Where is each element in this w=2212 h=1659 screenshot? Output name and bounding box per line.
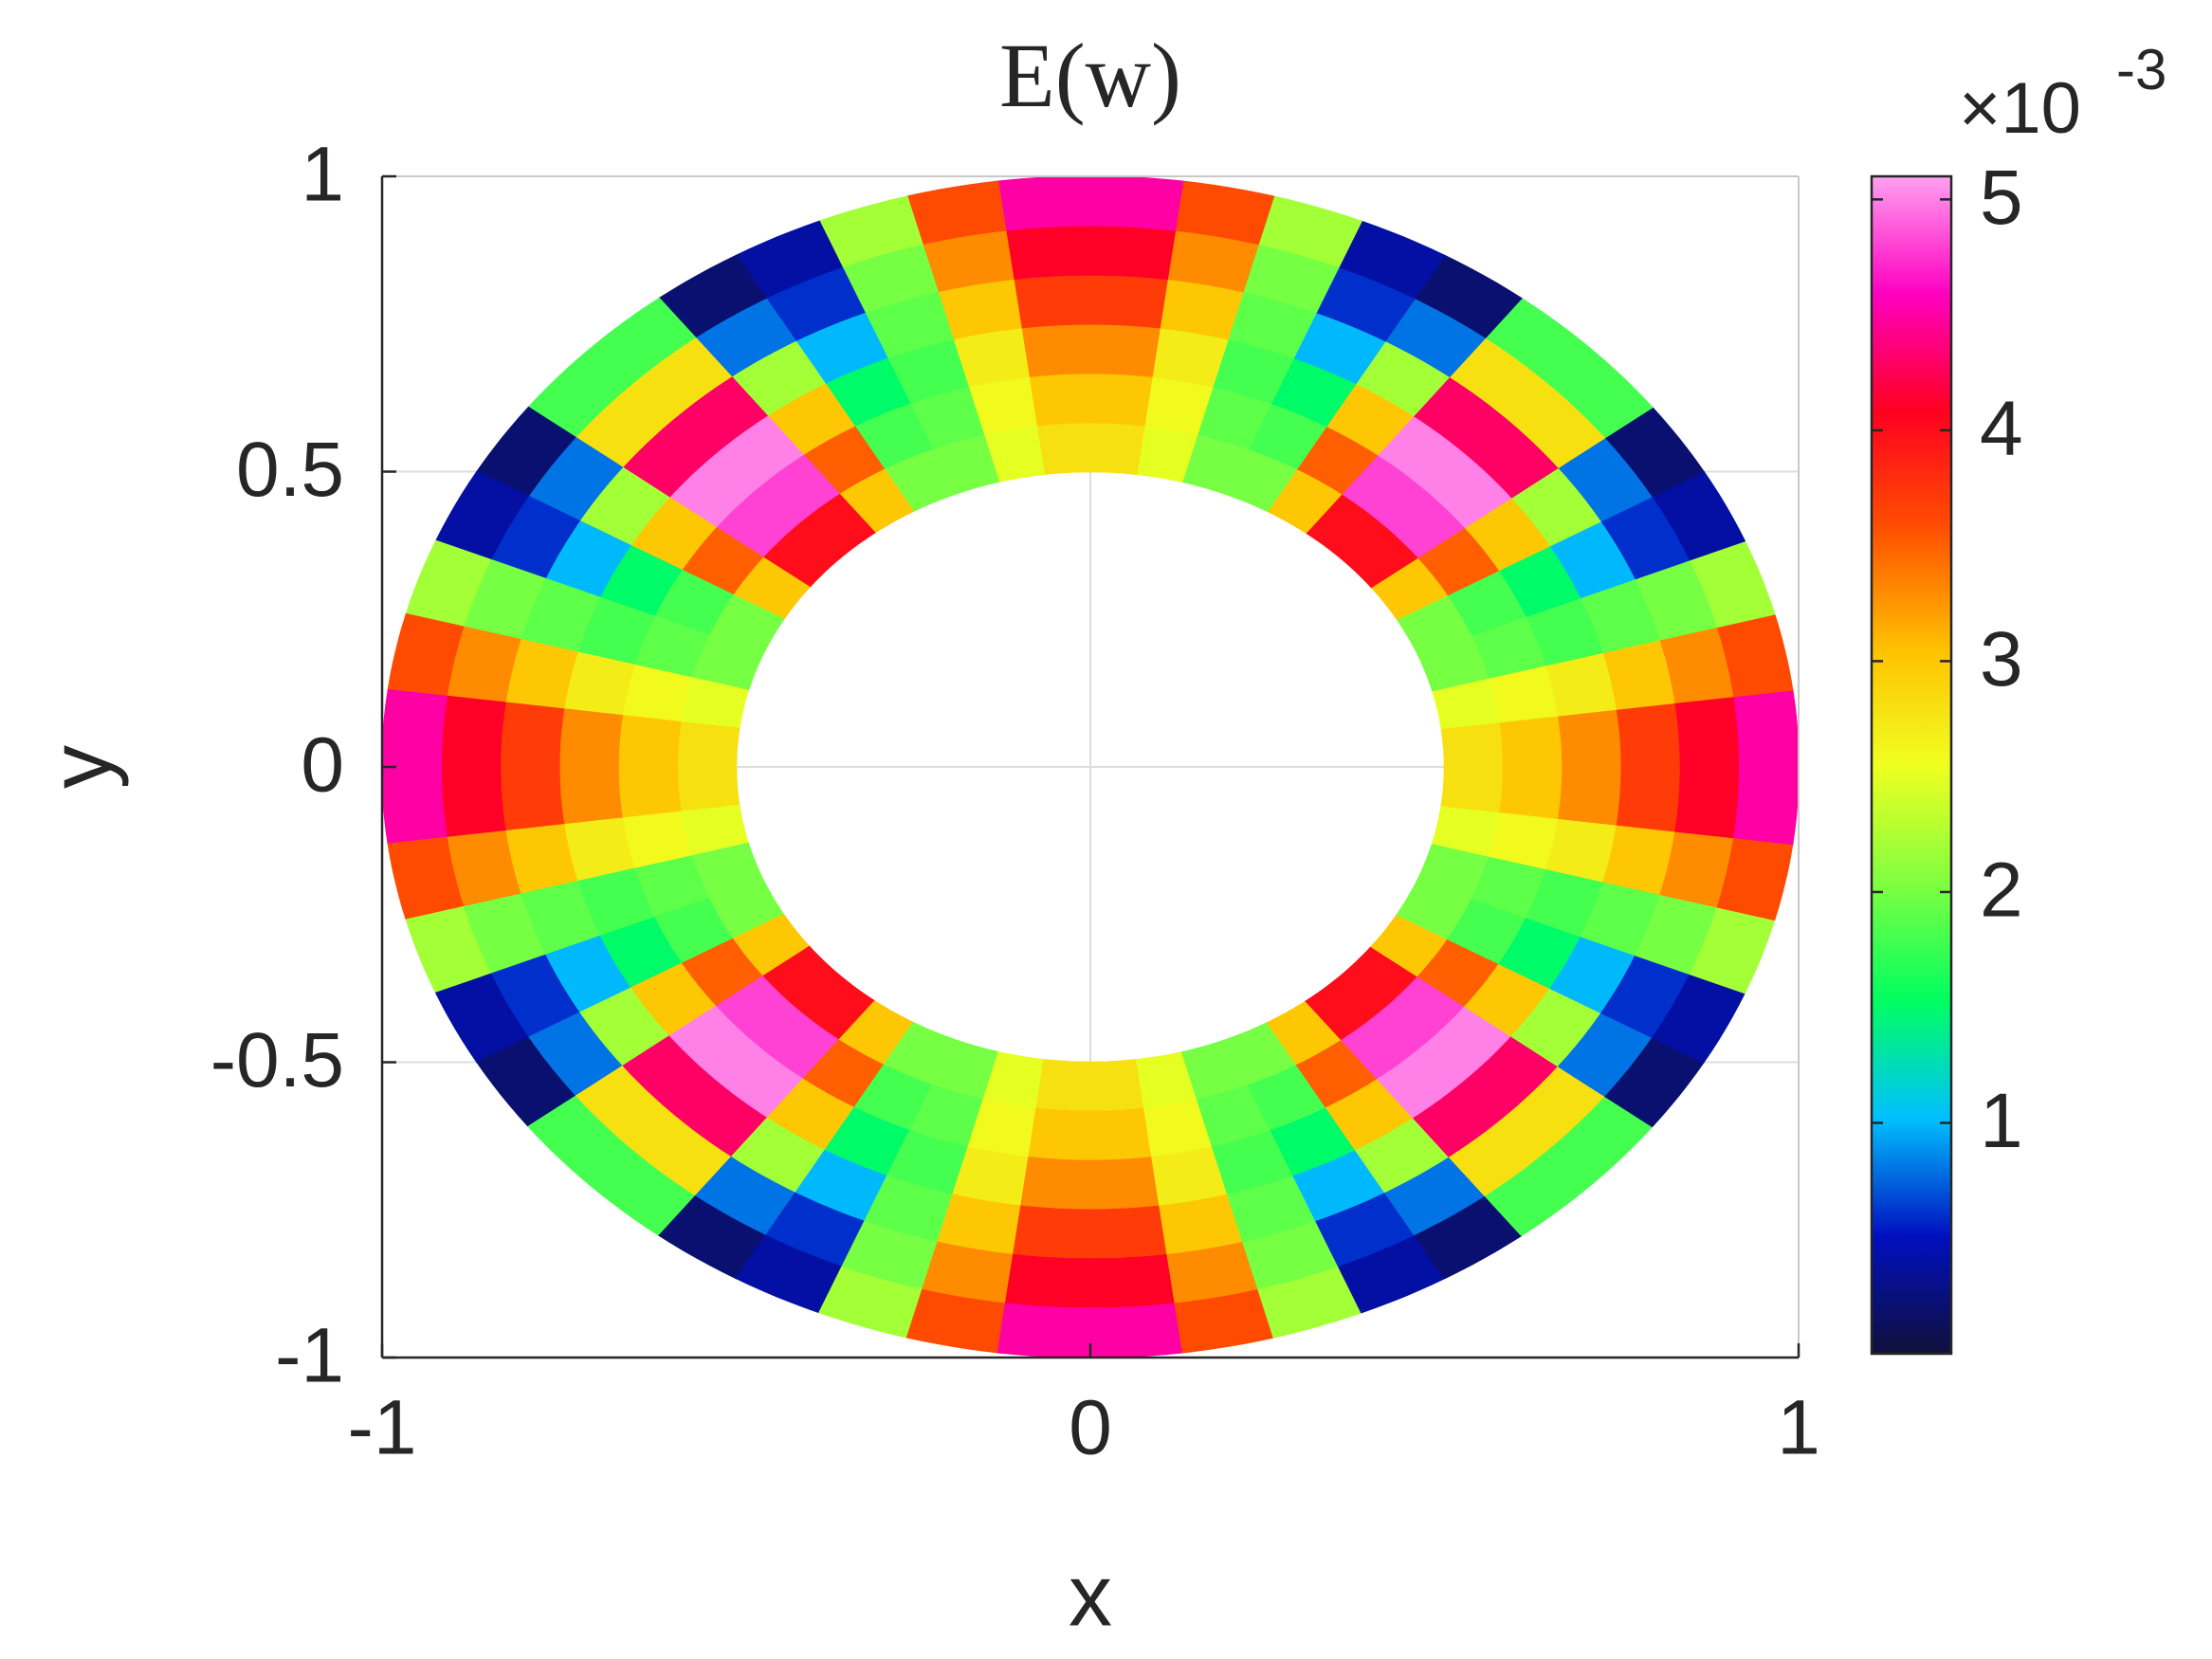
- colorbar: [1870, 174, 1953, 1356]
- heat-cell: [1674, 766, 1741, 839]
- chart-title: E(w): [999, 25, 1181, 126]
- heat-cell: [676, 720, 740, 768]
- heat-cell: [1089, 1156, 1161, 1212]
- heat-cell: [499, 702, 565, 768]
- heat-cell: [1499, 714, 1563, 768]
- y-tick-label: 0: [301, 722, 344, 809]
- x-tick-label: 1: [1777, 1385, 1820, 1471]
- heat-cell: [1004, 1253, 1091, 1309]
- colorbar-exponent-base: ×10: [1959, 68, 2081, 149]
- heat-cell: [1089, 421, 1145, 476]
- heat-cell: [1674, 695, 1741, 768]
- heat-cell: [1028, 1107, 1091, 1162]
- heat-cell: [1089, 323, 1161, 378]
- x-tick-label: -1: [348, 1385, 417, 1471]
- heat-cell: [440, 695, 506, 768]
- y-tick-label: 0.5: [236, 427, 344, 513]
- heat-cell: [1089, 1058, 1145, 1113]
- heat-cell: [1089, 1107, 1153, 1162]
- y-tick-label: -1: [275, 1313, 344, 1399]
- colorbar-tick-label: 5: [1980, 155, 2023, 241]
- heat-cell: [381, 688, 448, 768]
- colorbar-exponent: -3: [2116, 38, 2166, 101]
- heatmap: [381, 175, 1800, 1358]
- heat-cell: [1089, 1303, 1184, 1358]
- heat-cell: [996, 175, 1091, 231]
- heat-cell: [1557, 708, 1623, 768]
- heat-cell: [1089, 1253, 1177, 1309]
- heat-cell: [1004, 225, 1091, 281]
- heat-cell: [1089, 225, 1177, 281]
- heat-cell: [1616, 766, 1682, 832]
- heat-cell: [558, 708, 624, 768]
- plot-area: [381, 175, 1800, 1358]
- x-axis-label: x: [1069, 1547, 1112, 1644]
- heat-cell: [1440, 720, 1505, 768]
- heat-cell: [676, 766, 740, 813]
- heat-cell: [1089, 372, 1153, 427]
- heat-cell: [1616, 702, 1682, 768]
- heat-cell: [1020, 1156, 1091, 1212]
- y-axis-label: y: [32, 745, 129, 789]
- heat-cell: [499, 766, 565, 832]
- heat-cell: [558, 766, 624, 826]
- heat-cell: [1089, 175, 1184, 231]
- colorbar-tick-label: 1: [1980, 1078, 2023, 1164]
- heat-cell: [617, 714, 682, 768]
- heat-cell: [1012, 1205, 1091, 1260]
- colorbar-tick-label: 3: [1980, 616, 2023, 702]
- heat-cell: [1733, 688, 1800, 768]
- heat-cell: [996, 1303, 1091, 1358]
- heat-cell: [1012, 274, 1091, 329]
- heat-cell: [381, 766, 448, 846]
- heat-cell: [1557, 766, 1623, 826]
- heat-cell: [617, 766, 682, 820]
- heat-cell: [1035, 421, 1091, 476]
- colorbar-tick-label: 2: [1980, 848, 2023, 934]
- heat-cell: [1020, 323, 1091, 378]
- y-tick-label: -0.5: [210, 1017, 344, 1103]
- heat-cell: [1733, 766, 1800, 846]
- heat-cell: [1089, 274, 1169, 329]
- x-tick-label: 0: [1069, 1385, 1112, 1471]
- heat-cell: [1035, 1058, 1091, 1113]
- heat-cell: [1028, 372, 1091, 427]
- heat-cell: [1499, 766, 1563, 820]
- colorbar-tick-label: 4: [1980, 386, 2023, 472]
- heat-cell: [1089, 1205, 1169, 1260]
- y-tick-label: 1: [301, 132, 344, 218]
- heat-cell: [440, 766, 506, 839]
- heat-cell: [1440, 766, 1505, 813]
